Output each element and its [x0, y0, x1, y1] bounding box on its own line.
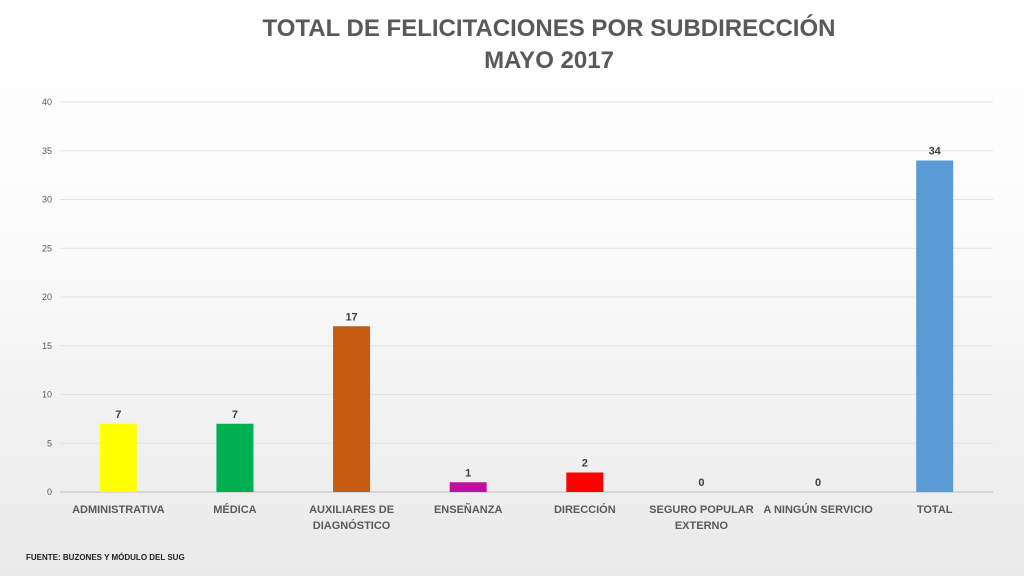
chart-subtitle: MAYO 2017	[484, 47, 614, 74]
data-label: 1	[465, 467, 471, 479]
x-tick-label: SEGURO POPULAR	[649, 504, 754, 516]
y-tick-label: 10	[42, 390, 52, 400]
x-tick-label: DIRECCIÓN	[554, 503, 616, 516]
bar	[566, 472, 604, 492]
bar	[916, 160, 954, 492]
x-tick-label: MÉDICA	[213, 503, 256, 516]
y-tick-label: 20	[42, 292, 52, 302]
data-label: 2	[582, 458, 588, 470]
data-label: 0	[815, 477, 821, 489]
source-note: FUENTE: BUZONES Y MÓDULO DEL SUG	[26, 553, 185, 562]
bar	[333, 326, 371, 492]
y-tick-label: 0	[47, 487, 52, 497]
data-label: 17	[345, 311, 357, 323]
y-tick-label: 40	[42, 97, 52, 107]
bar	[99, 423, 137, 492]
x-tick-label: TOTAL	[917, 504, 953, 516]
y-tick-label: 15	[42, 341, 52, 351]
y-tick-label: 30	[42, 195, 52, 205]
data-label: 7	[115, 409, 121, 421]
data-label: 7	[232, 409, 238, 421]
x-tick-label: ADMINISTRATIVA	[72, 504, 165, 516]
x-tick-label: AUXILIARES DE	[309, 504, 394, 516]
data-label: 34	[929, 146, 942, 158]
bar	[216, 423, 254, 492]
chart-title: TOTAL DE FELICITACIONES POR SUBDIRECCIÓN	[262, 15, 836, 42]
y-tick-label: 25	[42, 243, 52, 253]
x-tick-label: ENSEÑANZA	[434, 503, 503, 516]
data-label: 0	[698, 477, 704, 489]
bar	[449, 482, 487, 492]
x-tick-label: A NINGÚN SERVICIO	[763, 503, 873, 516]
y-tick-label: 5	[47, 438, 52, 448]
y-tick-label: 35	[42, 146, 52, 156]
x-tick-label: DIAGNÓSTICO	[313, 519, 391, 532]
x-tick-label: EXTERNO	[675, 520, 729, 532]
